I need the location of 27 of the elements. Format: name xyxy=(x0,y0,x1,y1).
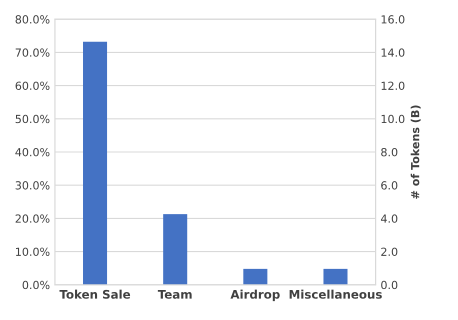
x-tick-label: Token Sale xyxy=(60,290,130,299)
y2-tick-label: 2.0 xyxy=(381,248,398,256)
y2-tick-label: 14.0 xyxy=(382,48,404,57)
y2-tick-label: 6.0 xyxy=(381,181,398,190)
y-tick-label: 70.0% xyxy=(16,48,50,57)
bar xyxy=(323,268,348,285)
y-tick-label: 20.0% xyxy=(16,214,50,223)
bar xyxy=(163,214,188,285)
y-tick-label: 80.0% xyxy=(16,15,50,24)
y2-tick-label: 0.0 xyxy=(381,280,398,290)
y2-tick-label: 8.0 xyxy=(381,148,398,156)
y-tick-label: 30.0% xyxy=(16,181,50,190)
y-tick-label: 10.0% xyxy=(16,248,50,256)
y-tick-label: 0.0% xyxy=(22,280,50,290)
y-tick-label: 50.0% xyxy=(16,114,50,124)
x-tick-label: Miscellaneous xyxy=(290,290,382,299)
bar xyxy=(243,268,268,285)
y2-tick-label: 16.0 xyxy=(382,15,404,24)
y2-tick-label: 4.0 xyxy=(380,214,398,223)
y2-axis-title: # of Tokens (B) xyxy=(410,106,421,199)
y2-tick-label: 12.0 xyxy=(382,82,404,90)
x-tick-label: Airdrop xyxy=(230,290,280,302)
y-tick-label: 40.0% xyxy=(15,148,50,156)
bar xyxy=(83,42,108,285)
x-tick-label: Team xyxy=(158,290,192,299)
y2-tick-label: 10.0 xyxy=(382,114,404,124)
y-tick-label: 60.0% xyxy=(16,82,50,90)
